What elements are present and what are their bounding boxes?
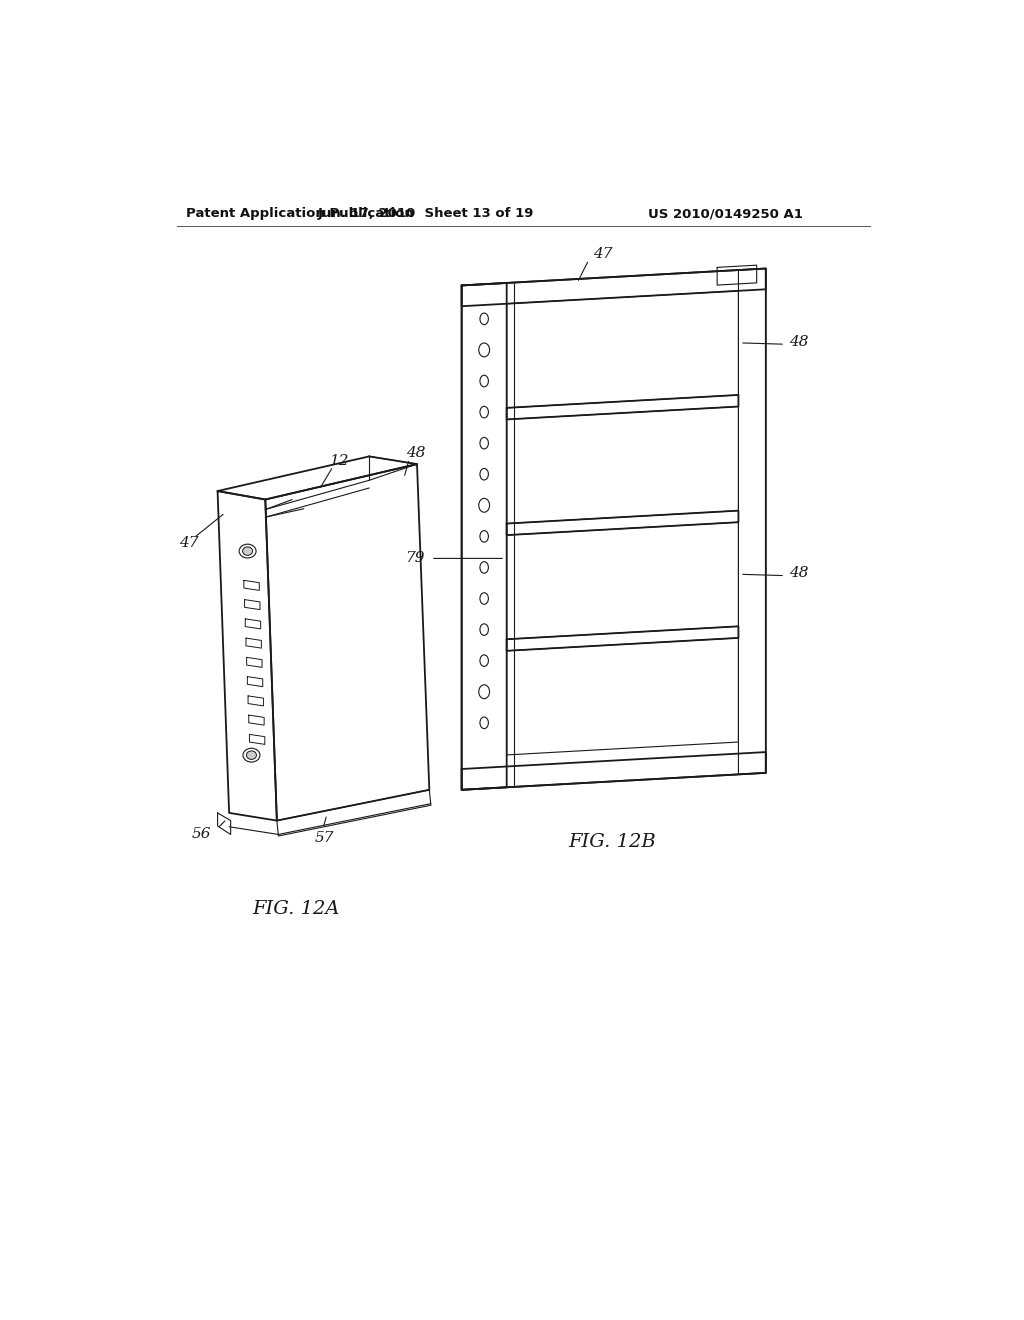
Text: 47: 47 (593, 247, 612, 260)
Ellipse shape (480, 375, 488, 387)
Polygon shape (507, 290, 738, 408)
Polygon shape (507, 523, 738, 639)
Polygon shape (738, 268, 766, 775)
Polygon shape (462, 268, 766, 306)
Polygon shape (244, 581, 259, 590)
Text: FIG. 12A: FIG. 12A (252, 900, 340, 919)
Polygon shape (248, 696, 263, 706)
Ellipse shape (479, 499, 489, 512)
Text: 47: 47 (178, 536, 198, 550)
Ellipse shape (480, 437, 488, 449)
Polygon shape (246, 619, 261, 628)
Polygon shape (249, 715, 264, 725)
Text: 12: 12 (331, 454, 350, 469)
Text: 48: 48 (788, 566, 808, 581)
Polygon shape (247, 657, 262, 668)
Ellipse shape (480, 717, 488, 729)
Text: 48: 48 (788, 335, 808, 348)
Ellipse shape (480, 407, 488, 418)
Polygon shape (507, 511, 738, 535)
Text: 79: 79 (406, 552, 425, 565)
Ellipse shape (480, 593, 488, 605)
Text: 48: 48 (406, 446, 425, 459)
Text: 56: 56 (191, 826, 211, 841)
Polygon shape (462, 282, 507, 789)
Polygon shape (276, 789, 431, 836)
Text: Jun. 17, 2010  Sheet 13 of 19: Jun. 17, 2010 Sheet 13 of 19 (317, 207, 534, 220)
Polygon shape (245, 599, 260, 610)
Polygon shape (246, 638, 261, 648)
Text: US 2010/0149250 A1: US 2010/0149250 A1 (648, 207, 803, 220)
Polygon shape (507, 395, 738, 420)
Polygon shape (217, 457, 417, 499)
Ellipse shape (243, 748, 260, 762)
Ellipse shape (480, 562, 488, 573)
Ellipse shape (243, 546, 253, 556)
Ellipse shape (480, 531, 488, 543)
Polygon shape (248, 677, 263, 686)
Ellipse shape (240, 544, 256, 558)
Ellipse shape (480, 655, 488, 667)
Text: 57: 57 (314, 830, 335, 845)
Polygon shape (462, 752, 766, 789)
Ellipse shape (480, 313, 488, 325)
Text: Patent Application Publication: Patent Application Publication (186, 207, 414, 220)
Polygon shape (507, 638, 738, 755)
Polygon shape (217, 491, 276, 821)
Ellipse shape (479, 685, 489, 698)
Ellipse shape (480, 469, 488, 480)
Ellipse shape (247, 751, 256, 759)
Polygon shape (717, 265, 757, 285)
Polygon shape (462, 268, 766, 789)
Polygon shape (217, 813, 230, 834)
Ellipse shape (480, 624, 488, 635)
Polygon shape (507, 626, 738, 651)
Ellipse shape (479, 343, 489, 356)
Polygon shape (507, 407, 738, 524)
Polygon shape (265, 465, 429, 821)
Text: FIG. 12B: FIG. 12B (568, 833, 655, 851)
Polygon shape (250, 734, 265, 744)
